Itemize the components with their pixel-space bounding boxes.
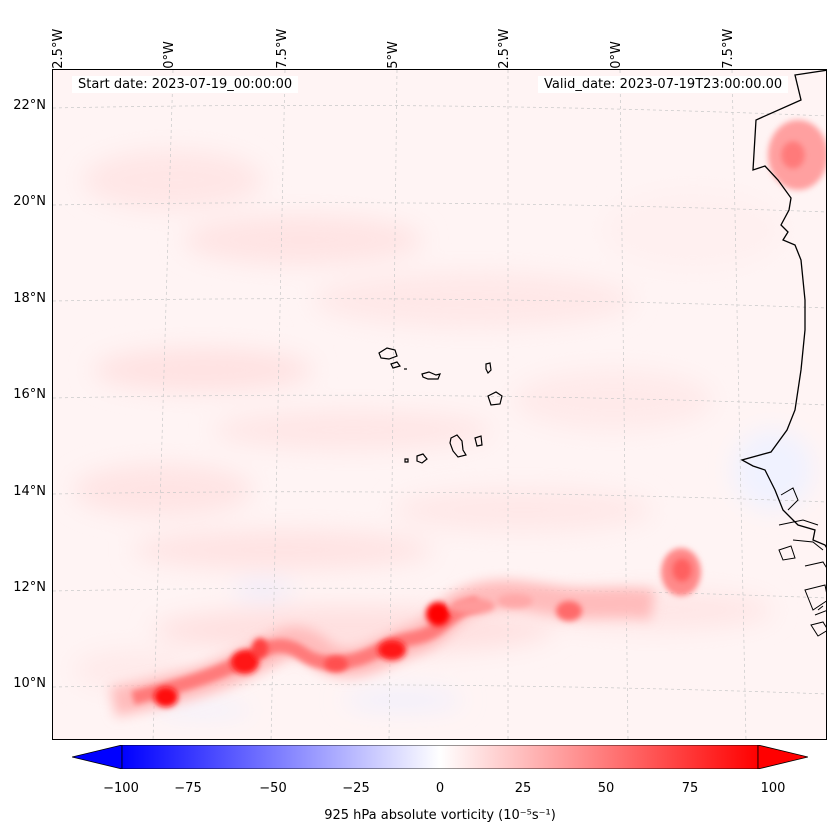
island-sal: [485, 362, 492, 375]
coastline-senegal-estuaries: [778, 487, 826, 637]
island-santiago: [449, 434, 467, 458]
map-panel[interactable]: [52, 69, 827, 740]
island-fogo: [416, 453, 428, 464]
lat-tick-22n: 22°N: [13, 98, 46, 113]
lat-tick-14n: 14°N: [13, 484, 46, 499]
start-date-label: Start date: 2023-07-19_00:00:00: [72, 76, 299, 93]
vort-max-east: [378, 640, 406, 660]
island-maio: [474, 435, 483, 447]
island-sao-nicolau: [421, 371, 441, 380]
cbar-tick-0: 0: [435, 781, 445, 796]
cbar-tick-25: 25: [514, 781, 532, 796]
island-boa-vista: [487, 391, 503, 406]
lat-tick-20n: 20°N: [13, 194, 46, 209]
valid-date-label: Valid_date: 2023-07-19T23:00:00.00: [538, 76, 789, 93]
cbar-tick-minus-75: −75: [174, 781, 202, 796]
coastal-vortex-core: [672, 558, 692, 582]
lat-tick-10n: 10°N: [13, 676, 46, 691]
north-vortex-core: [781, 141, 805, 169]
cbar-tick-75: 75: [681, 781, 699, 796]
colorbar-extend-high: [757, 745, 808, 769]
gridlines: [53, 70, 826, 739]
cbar-tick-50: 50: [597, 781, 615, 796]
vort-max-center: [324, 656, 348, 672]
vort-max-mid: [231, 650, 259, 674]
cbar-tick-minus-50: −50: [259, 781, 287, 796]
vort-patch-east: [556, 601, 582, 621]
colorbar: [72, 745, 808, 769]
cbar-tick-minus-25: −25: [342, 781, 370, 796]
cbar-tick-100: 100: [760, 781, 786, 796]
vort-max-band2: [451, 598, 495, 614]
vort-max-west: [154, 687, 178, 707]
vort-max-peak: [426, 602, 450, 626]
lat-tick-18n: 18°N: [13, 291, 46, 306]
colorbar-gradient: [121, 745, 759, 769]
colorbar-label: 925 hPa absolute vorticity (10⁻⁵s⁻¹): [324, 808, 556, 823]
coastline-west-africa: [740, 70, 826, 548]
cbar-tick-minus-100: −100: [103, 781, 139, 796]
vort-max-mid2: [252, 638, 268, 658]
island-brava: [404, 458, 409, 463]
cape-verde-islands: [378, 347, 503, 464]
map-canvas: [53, 70, 826, 739]
lat-tick-12n: 12°N: [13, 580, 46, 595]
island-santo-antao: [378, 347, 398, 360]
vort-max-band3: [497, 594, 533, 608]
lat-tick-16n: 16°N: [13, 387, 46, 402]
vorticity-maxima: [154, 120, 826, 707]
island-sao-vicente: [390, 361, 402, 369]
colorbar-extend-low: [72, 745, 123, 769]
